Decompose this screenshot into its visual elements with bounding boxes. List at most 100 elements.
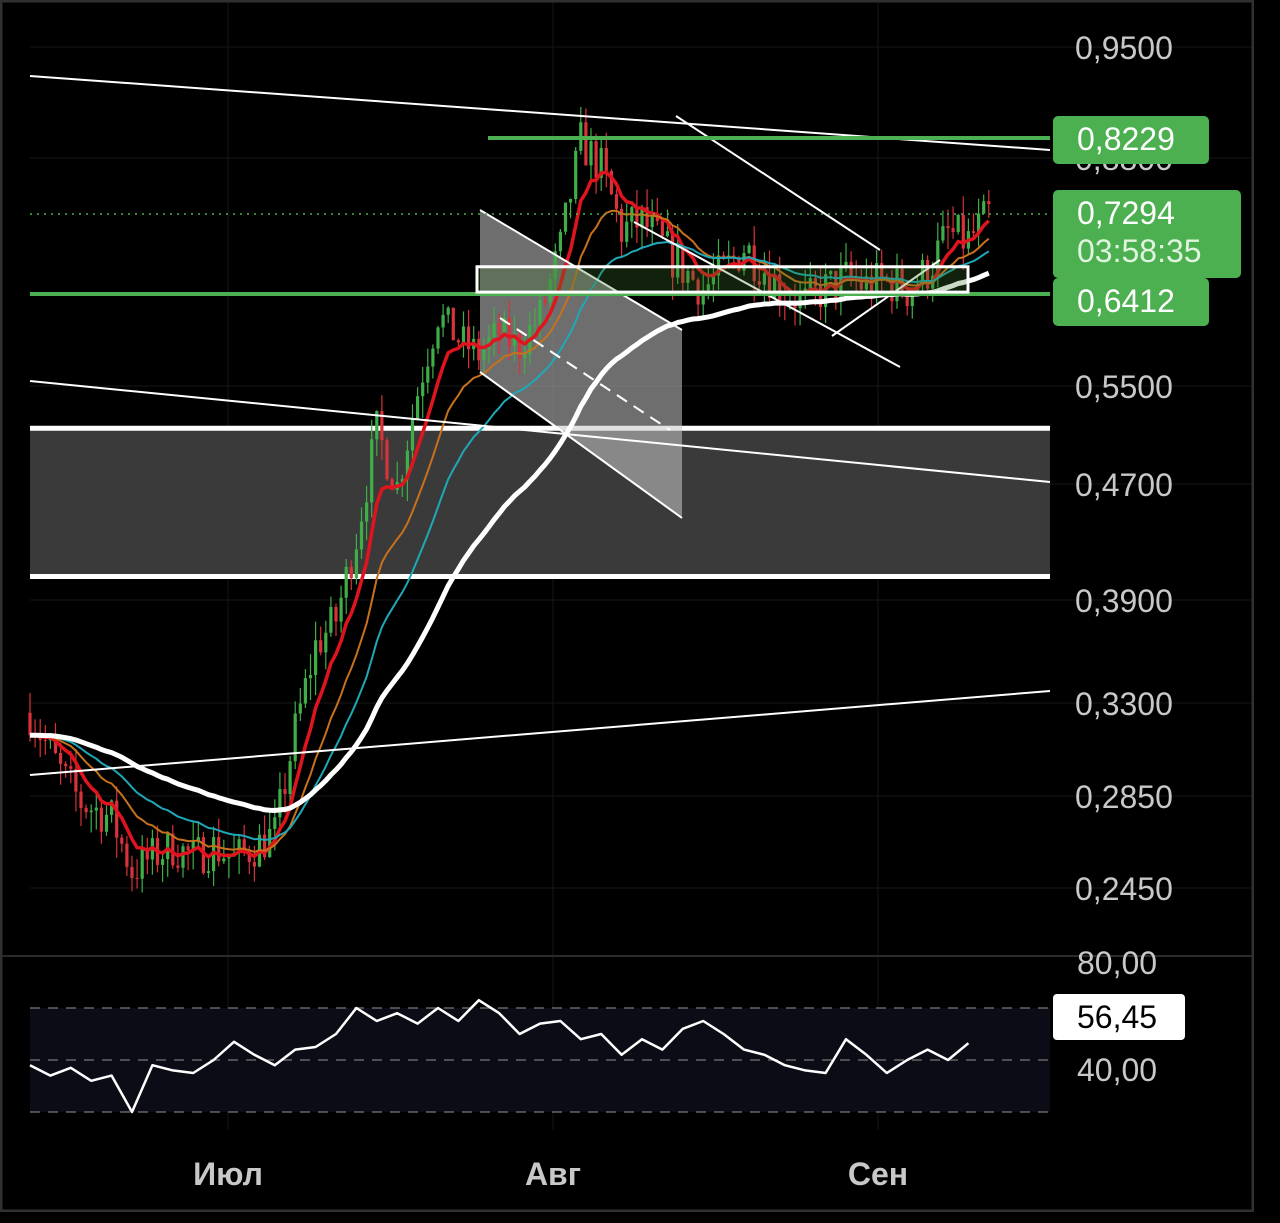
candle-body [242,839,246,851]
candle-body [237,839,241,854]
candle-body [936,240,940,276]
candle-body [206,871,211,874]
candle-body [405,450,409,480]
candle-body [89,810,93,813]
candle-body [523,354,527,359]
candle-body [757,281,761,285]
candle-body [655,216,659,222]
demand-zone [30,428,1050,577]
candle-body [181,846,185,868]
trendline[interactable] [479,209,683,331]
candle-body [543,299,547,303]
trendline[interactable] [479,371,683,519]
candle-body [303,678,307,704]
candle-body [222,858,226,862]
candle-body [79,791,83,808]
candle-body [864,276,868,290]
candle-body [273,817,277,829]
candle-body [354,549,358,579]
candle-body [451,307,455,341]
candle-body [895,268,899,302]
candle-body [635,207,639,228]
candle-body [436,327,440,349]
candle-body [533,324,537,326]
y-axis-tick-label: 0,4700 [1075,467,1173,503]
candle-body [456,340,460,343]
candle-body [711,275,715,285]
trendline[interactable] [29,380,1051,483]
candle-body [660,221,664,237]
trendline[interactable] [29,690,1051,776]
candle-body [400,479,404,483]
support-price-label-badge [1053,278,1209,326]
candle-body [431,348,435,367]
candle-body [461,326,466,343]
candle-body [59,752,63,764]
candle-body [94,807,98,811]
candle-body [880,263,884,278]
x-axis-tick-label: Авг [525,1156,581,1192]
candle-body [217,837,221,862]
y-axis-tick-label: 0,2450 [1075,871,1173,907]
candle-body [186,846,190,851]
candle-body [329,606,333,633]
candle-body [161,859,165,865]
candle-body [53,738,58,753]
candle-body [176,865,180,868]
candle-body [196,837,200,841]
rsi-value-badge [1053,994,1185,1040]
candle-body [120,837,124,844]
candle-body [614,194,619,209]
candle-body [910,291,914,307]
candle-body [84,807,88,813]
rsi-line [29,998,970,1114]
candle-body [441,314,445,328]
range-box[interactable] [475,265,970,294]
rsi-tick-label: 80,00 [1077,945,1157,981]
candle-body [502,317,506,336]
candle-body [686,270,690,283]
candle-body [926,260,930,289]
candle-body [115,800,119,838]
candle-body [171,833,175,866]
candle-body [263,834,267,858]
candle-body [773,274,777,298]
candle-body [247,850,251,863]
candle-body [64,763,68,767]
candle-body [808,278,812,289]
candle-body [538,299,542,325]
trendline[interactable] [831,259,941,337]
candle-body [74,768,78,792]
candle-body [609,170,613,195]
candle-body [594,141,598,178]
candle-body [507,317,511,346]
candle-body [201,837,205,874]
candle-body [298,703,302,714]
y-axis-tick-label: 0,3300 [1075,686,1173,722]
candle-body [344,566,348,598]
candle-body [191,840,195,851]
candle-body [869,276,874,297]
candle-body [349,566,353,579]
candle-body [135,878,139,880]
candle-body [563,202,568,232]
candle-body [818,286,823,308]
moving-average-line [30,209,990,853]
dashed-trendline[interactable] [499,317,671,431]
candle-body [747,245,751,254]
resistance-price-label-badge [1053,116,1209,164]
candle-body [497,323,501,336]
candle-body [446,307,450,315]
candle-body [584,122,588,166]
candle-body [946,226,950,229]
moving-average-line [30,270,990,813]
candle-body [512,333,517,346]
moving-average-line [30,240,990,841]
candle-body [324,632,328,653]
y-axis-tick-label: 0,3900 [1075,583,1173,619]
candle-body [370,439,374,503]
candle-body [982,201,986,214]
candle-body [706,284,710,291]
candle-body [859,280,863,290]
